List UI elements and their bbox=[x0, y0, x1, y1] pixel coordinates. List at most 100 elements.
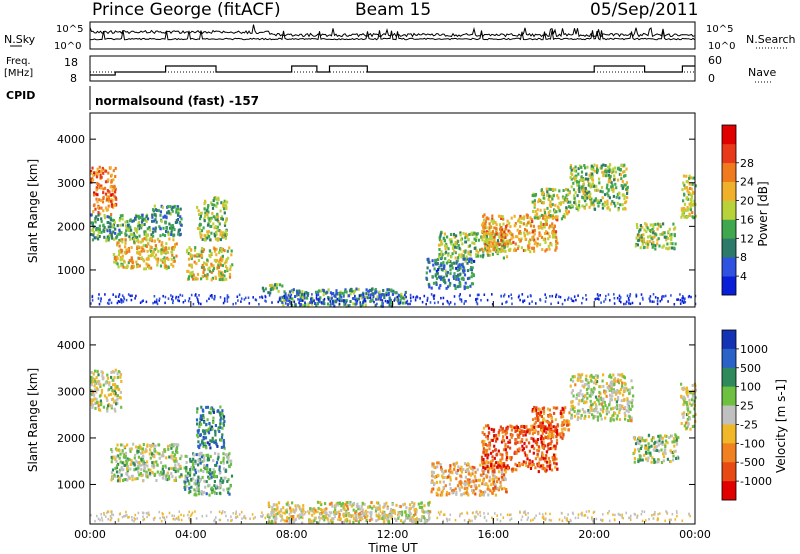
echo-cell-1-1-258 bbox=[133, 463, 136, 467]
echo-cell-0-13-58 bbox=[674, 242, 677, 246]
echo-cell-1-7-35 bbox=[531, 409, 534, 413]
echo-cell-0-8-95 bbox=[454, 287, 457, 290]
echo-cell-1-5-14 bbox=[479, 463, 482, 467]
echo-cell-1-6-268 bbox=[508, 456, 511, 459]
ground-cell-0-351 bbox=[162, 294, 164, 298]
echo-cell-0-5-108 bbox=[222, 235, 225, 239]
echo-cell-1-6-160 bbox=[497, 449, 500, 453]
echo-cell-1-5-46 bbox=[469, 480, 472, 484]
echo-cell-1-5-95 bbox=[462, 492, 465, 496]
ground-cell-0-2 bbox=[430, 293, 433, 296]
echo-cell-0-3-34 bbox=[162, 215, 165, 219]
echo-cell-1-6-191 bbox=[528, 459, 531, 463]
echo-cell-1-1-108 bbox=[112, 455, 115, 459]
echo-cell-0-4-144 bbox=[212, 264, 215, 268]
echo-cell-1-3-111 bbox=[218, 411, 221, 415]
echo-cell-1-2-88 bbox=[215, 484, 219, 488]
echo-cell-1-6-211 bbox=[536, 454, 539, 458]
echo-cell-1-4-226 bbox=[414, 517, 417, 521]
ground-cell-0-11 bbox=[188, 297, 191, 300]
echo-cell-0-7-102 bbox=[327, 288, 330, 292]
echo-cell-0-12-67 bbox=[594, 169, 597, 173]
echo-cell-0-10-83 bbox=[530, 218, 533, 221]
echo-cell-1-4-258 bbox=[330, 501, 333, 505]
ground-cell-0-18 bbox=[501, 302, 503, 306]
echo-cell-1-4-98 bbox=[383, 510, 386, 514]
echo-cell-0-13-80 bbox=[665, 235, 668, 239]
echo-cell-0-3-36 bbox=[170, 233, 173, 236]
echo-cell-0-10-50 bbox=[496, 245, 499, 249]
echo-cell-0-11-69 bbox=[532, 210, 535, 213]
echo-cell-0-1-96 bbox=[145, 235, 148, 239]
echo-cell-0-8-102 bbox=[428, 285, 431, 289]
echo-cell-0-5-136 bbox=[215, 197, 218, 201]
echo-cell-1-6-195 bbox=[554, 465, 557, 469]
echo-cell-1-2-211 bbox=[203, 479, 206, 483]
echo-cell-1-3-39 bbox=[222, 423, 225, 427]
ground-cell-0-160 bbox=[629, 302, 632, 306]
echo-cell-0-9-88 bbox=[440, 250, 443, 254]
echo-cell-0-13-93 bbox=[644, 241, 648, 245]
y-tick-label-0-2: 3000 bbox=[57, 177, 85, 190]
echo-cell-0-10-174 bbox=[548, 235, 551, 239]
echo-cell-0-7-10 bbox=[339, 290, 342, 294]
echo-cell-1-2-79 bbox=[219, 486, 222, 490]
echo-cell-1-4-79 bbox=[361, 508, 364, 512]
echo-cell-0-7-147 bbox=[289, 296, 292, 300]
echo-cell-1-6-54 bbox=[545, 454, 548, 458]
echo-cell-1-3-88 bbox=[207, 427, 210, 431]
echo-cell-0-3-63 bbox=[177, 211, 180, 215]
echo-cell-0-4-152 bbox=[191, 277, 195, 281]
echo-cell-1-1-252 bbox=[121, 461, 124, 465]
echo-cell-1-6-315 bbox=[541, 467, 544, 471]
echo-cell-0-13-105 bbox=[667, 237, 670, 240]
echo-cell-0-12-105 bbox=[598, 181, 601, 185]
echo-cell-1-6-155 bbox=[487, 426, 491, 430]
echo-cell-0-2-163 bbox=[131, 266, 134, 270]
echo-cell-1-6-117 bbox=[485, 435, 488, 439]
colorbar-seg-0-2 bbox=[722, 238, 736, 258]
ground-cell-0-41 bbox=[596, 293, 599, 296]
echo-cell-0-3-70 bbox=[151, 213, 154, 217]
ground-cell-0-282 bbox=[277, 300, 279, 304]
echo-cell-0-3-22 bbox=[175, 208, 178, 211]
echo-cell-0-5-28 bbox=[213, 226, 216, 230]
ground-cell-0-21 bbox=[171, 295, 174, 298]
echo-cell-0-2-136 bbox=[124, 241, 127, 245]
echo-cell-0-12-157 bbox=[600, 185, 604, 189]
echo-cell-0-5-135 bbox=[215, 231, 218, 235]
echo-cell-0-11-108 bbox=[551, 188, 554, 191]
echo-cell-1-2-130 bbox=[185, 467, 188, 471]
echo-cell-1-5-198 bbox=[473, 484, 476, 488]
echo-cell-0-1-77 bbox=[125, 229, 128, 233]
echo-cell-0-4-113 bbox=[194, 276, 197, 280]
echo-cell-1-2-107 bbox=[192, 477, 195, 481]
echo-cell-1-5-219 bbox=[493, 468, 496, 472]
echo-cell-0-3-11 bbox=[170, 224, 173, 228]
echo-cell-0-13-77 bbox=[639, 226, 643, 229]
ground-cell-0-135 bbox=[115, 295, 117, 298]
echo-cell-1-4-175 bbox=[412, 503, 416, 507]
echo-cell-0-2-98 bbox=[165, 242, 168, 246]
echo-cell-0-12-144 bbox=[590, 197, 593, 201]
echo-cell-1-6-383 bbox=[511, 469, 514, 473]
echo-cell-0-0-71 bbox=[100, 184, 103, 188]
echo-cell-0-1-153 bbox=[107, 221, 110, 225]
echo-cell-1-5-123 bbox=[462, 468, 465, 471]
echo-cell-1-1-170 bbox=[116, 464, 119, 468]
echo-cell-1-6-119 bbox=[538, 457, 541, 461]
echo-cell-0-10-275 bbox=[486, 240, 489, 244]
echo-cell-0-2-138 bbox=[120, 262, 123, 266]
echo-cell-1-4-332 bbox=[289, 506, 292, 510]
echo-cell-0-11-49 bbox=[550, 195, 553, 199]
echo-cell-0-12-82 bbox=[578, 205, 581, 209]
echo-cell-1-8-33 bbox=[589, 375, 592, 379]
echo-cell-1-4-56 bbox=[416, 518, 419, 522]
ground-cell-0-98 bbox=[625, 300, 628, 303]
ground-cell-0-167 bbox=[369, 296, 372, 299]
ground-cell-0-76 bbox=[440, 296, 442, 300]
echo-cell-0-0-7 bbox=[101, 200, 105, 204]
echo-cell-0-0-86 bbox=[110, 204, 114, 208]
echo-cell-1-6-22 bbox=[542, 441, 545, 445]
echo-cell-1-4-138 bbox=[286, 508, 289, 512]
